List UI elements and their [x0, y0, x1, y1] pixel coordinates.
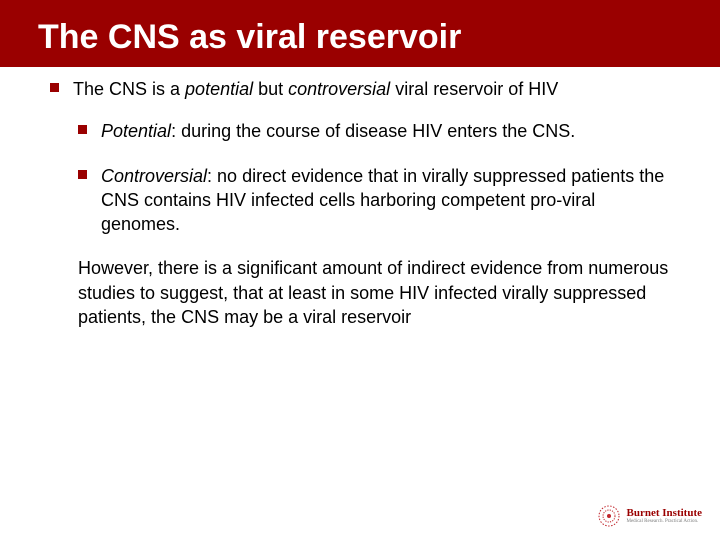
- sub-bullet: Controversial: no direct evidence that i…: [78, 164, 670, 237]
- text-fragment: viral reservoir of HIV: [390, 79, 558, 99]
- logo-name: Burnet Institute: [627, 508, 702, 519]
- text-fragment: but: [253, 79, 288, 99]
- sub-bullet-list: Potential: during the course of disease …: [50, 119, 670, 236]
- logo-globe-icon: [597, 504, 621, 528]
- italic-lead: Potential: [101, 121, 171, 141]
- sub-bullet-text: Controversial: no direct evidence that i…: [101, 164, 670, 237]
- main-bullet-text: The CNS is a potential but controversial…: [73, 77, 558, 101]
- sub-bullet-text: Potential: during the course of disease …: [101, 119, 575, 143]
- italic-term: controversial: [288, 79, 390, 99]
- footer-logo: Burnet Institute Medical Research. Pract…: [597, 504, 702, 528]
- italic-lead: Controversial: [101, 166, 207, 186]
- square-bullet-icon: [78, 170, 87, 179]
- logo-tagline: Medical Research. Practical Action.: [627, 519, 702, 524]
- text-fragment: The CNS is a: [73, 79, 185, 99]
- text-fragment: : during the course of disease HIV enter…: [171, 121, 575, 141]
- square-bullet-icon: [78, 125, 87, 134]
- slide-title: The CNS as viral reservoir: [0, 0, 720, 67]
- logo-text-block: Burnet Institute Medical Research. Pract…: [627, 508, 702, 524]
- slide-body: The CNS is a potential but controversial…: [0, 67, 720, 329]
- main-bullet: The CNS is a potential but controversial…: [50, 77, 670, 101]
- italic-term: potential: [185, 79, 253, 99]
- title-banner: The CNS as viral reservoir: [0, 0, 720, 67]
- square-bullet-icon: [50, 83, 59, 92]
- sub-bullet: Potential: during the course of disease …: [78, 119, 670, 143]
- conclusion-paragraph: However, there is a significant amount o…: [50, 256, 670, 329]
